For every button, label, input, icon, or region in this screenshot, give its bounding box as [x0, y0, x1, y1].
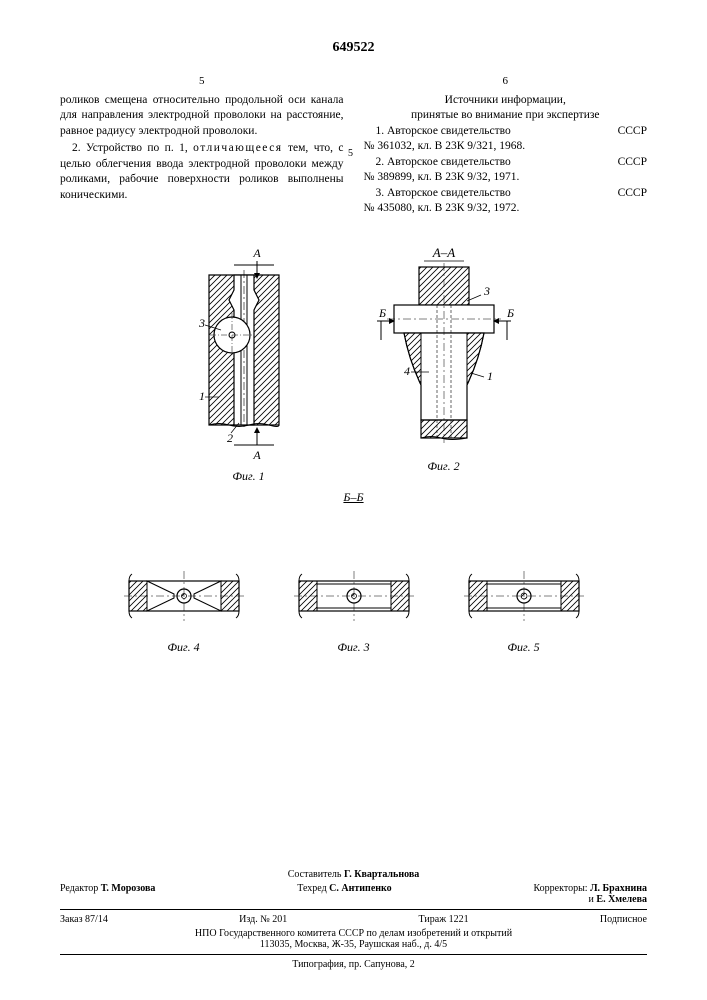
typography: Типография, пр. Сапунова, 2 — [60, 959, 647, 970]
left-column: 5 роликов смещена относительно продольно… — [60, 74, 344, 217]
ref1a: 1. Авторское свидетельство — [364, 124, 511, 140]
section-B-left: Б — [378, 306, 386, 320]
ref1b: СССР — [606, 124, 647, 140]
left-para2-spaced: отличающееся — [193, 142, 282, 154]
ref2c: № 389899, кл. В 23К 9/32, 1971. — [364, 170, 648, 186]
right-col-number: 6 — [364, 74, 648, 89]
callout-1-f1: 1 — [199, 389, 205, 403]
address: 113035, Москва, Ж-35, Раушская наб., д. … — [60, 939, 647, 950]
ref1c: № 361032, кл. В 23К 9/321, 1968. — [364, 139, 648, 155]
techred-label: Техред — [297, 883, 326, 894]
editor-label: Редактор — [60, 883, 98, 894]
corrector1: Л. Брахнина — [590, 883, 647, 894]
ref2b: СССР — [606, 155, 647, 171]
section-A-top: А — [252, 246, 261, 260]
callout-3-f1: 3 — [198, 316, 205, 330]
figure-2: А–А — [359, 245, 529, 474]
fig1-label: Фиг. 1 — [179, 469, 319, 484]
left-para1: роликов смещена относительно продольной … — [60, 94, 344, 137]
ref3c: № 435080, кл. В 23К 9/32, 1972. — [364, 201, 648, 217]
margin-line-number: 5 — [348, 148, 353, 159]
fig5-label: Фиг. 5 — [454, 640, 594, 655]
figures-area: А — [60, 245, 647, 655]
callout-2-f1: 2 — [227, 431, 233, 445]
order: Заказ 87/14 — [60, 914, 108, 925]
org: НПО Государственного комитета СССР по де… — [60, 928, 647, 939]
refs-heading1: Источники информации, — [364, 93, 648, 109]
figure-3: Фиг. 3 — [284, 556, 424, 655]
corrector-and: и — [589, 894, 594, 905]
callout-3-f2: 3 — [483, 284, 490, 298]
patent-number: 649522 — [60, 40, 647, 56]
section-A-bot: А — [252, 448, 261, 462]
corrector-label: Корректоры: — [534, 883, 588, 894]
tirazh: Тираж 1221 — [419, 914, 469, 925]
right-column: 6 Источники информации, принятые во вним… — [364, 74, 648, 217]
section-AA: А–А — [431, 245, 454, 260]
podpisnoe: Подписное — [600, 914, 647, 925]
figure-5: Фиг. 5 — [454, 556, 594, 655]
section-B-right: Б — [506, 306, 514, 320]
izd: Изд. № 201 — [239, 914, 287, 925]
compiler-label: Составитель — [288, 869, 342, 880]
editor: Т. Морозова — [101, 883, 156, 894]
callout-4-f2: 4 — [404, 364, 410, 378]
fig3-label: Фиг. 3 — [284, 640, 424, 655]
footer: Составитель Г. Квартальнова Редактор Т. … — [60, 869, 647, 970]
fig4-label: Фиг. 4 — [114, 640, 254, 655]
left-col-number: 5 — [60, 74, 344, 89]
ref3b: СССР — [606, 186, 647, 202]
fig2-label: Фиг. 2 — [359, 459, 529, 474]
refs-heading2: принятые во внимание при экспертизе — [364, 108, 648, 124]
figure-4: Фиг. 4 — [114, 556, 254, 655]
text-columns: 5 роликов смещена относительно продольно… — [60, 74, 647, 217]
compiler: Г. Квартальнова — [344, 869, 419, 880]
left-para2-lead: 2. Устройство по п. 1, — [72, 142, 193, 154]
techred: С. Антипенко — [329, 883, 391, 894]
figure-1: А — [179, 245, 319, 484]
corrector2: Е. Хмелева — [596, 894, 647, 905]
ref2a: 2. Авторское свидетельство — [364, 155, 511, 171]
callout-1-f2: 1 — [487, 369, 493, 383]
section-BB: Б–Б — [343, 490, 363, 504]
ref3a: 3. Авторское свидетельство — [364, 186, 511, 202]
